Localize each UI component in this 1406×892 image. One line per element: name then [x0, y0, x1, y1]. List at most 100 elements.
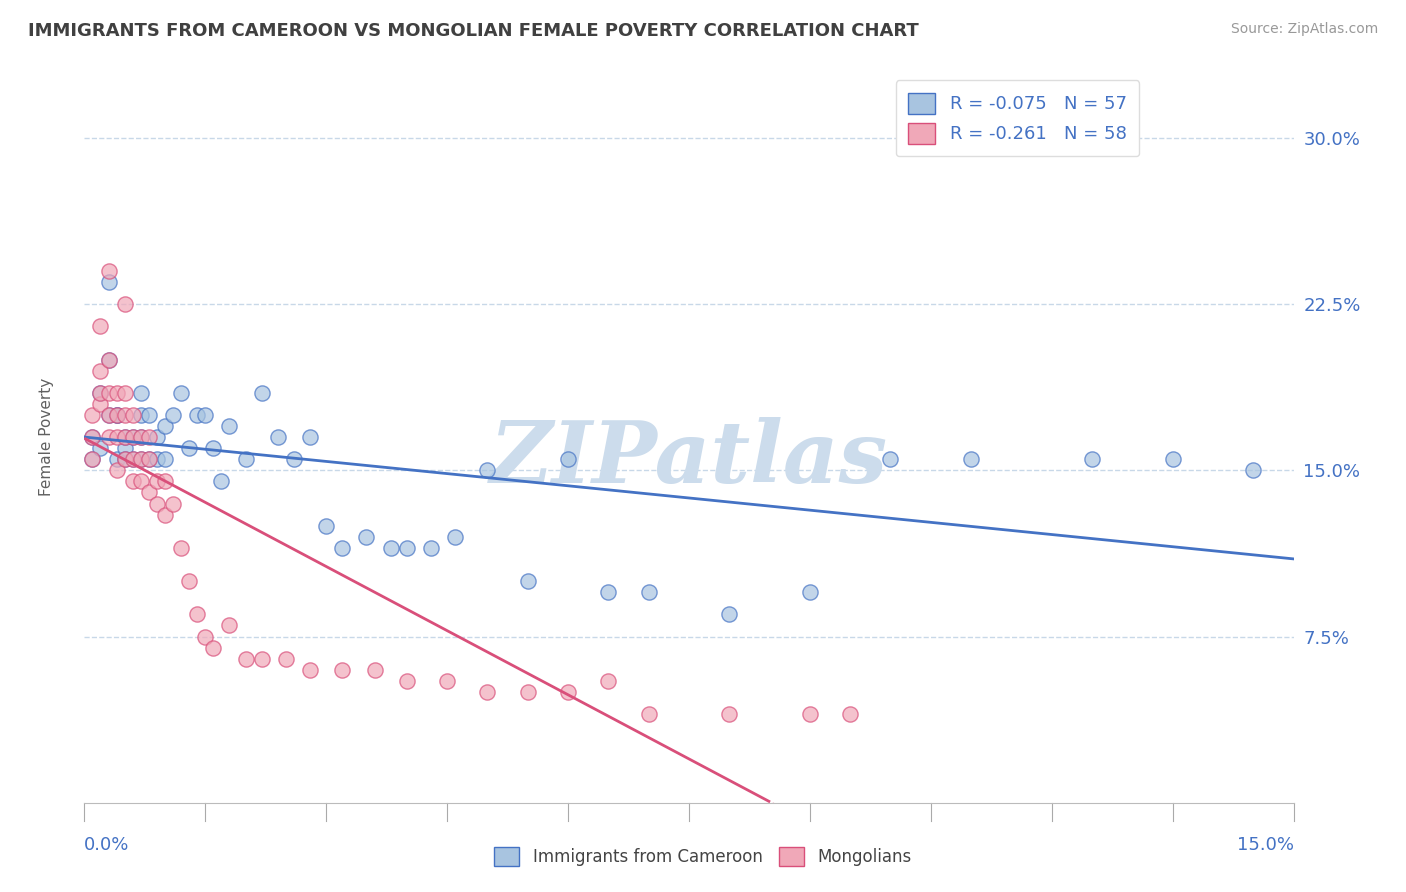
Point	[395, 673, 418, 688]
Point	[146, 430, 169, 444]
Point	[97, 408, 120, 422]
Point	[598, 673, 620, 688]
Point	[153, 508, 176, 522]
Point	[97, 408, 120, 422]
Point	[250, 651, 273, 665]
Point	[89, 385, 111, 400]
Point	[129, 430, 152, 444]
Point	[395, 541, 418, 555]
Point	[209, 475, 232, 489]
Point	[105, 452, 128, 467]
Point	[114, 408, 136, 422]
Point	[114, 430, 136, 444]
Text: ZIPatlas: ZIPatlas	[489, 417, 889, 500]
Point	[598, 585, 620, 599]
Point	[105, 408, 128, 422]
Point	[114, 297, 136, 311]
Point	[129, 475, 152, 489]
Point	[202, 441, 225, 455]
Point	[121, 475, 143, 489]
Point	[89, 397, 111, 411]
Point	[153, 475, 176, 489]
Point	[557, 685, 579, 699]
Point	[283, 452, 305, 467]
Point	[105, 408, 128, 422]
Point	[82, 430, 104, 444]
Point	[114, 385, 136, 400]
Text: IMMIGRANTS FROM CAMEROON VS MONGOLIAN FEMALE POVERTY CORRELATION CHART: IMMIGRANTS FROM CAMEROON VS MONGOLIAN FE…	[28, 22, 920, 40]
Point	[97, 352, 120, 367]
Point	[121, 430, 143, 444]
Text: Female Poverty: Female Poverty	[39, 378, 53, 496]
Point	[82, 430, 104, 444]
Point	[105, 463, 128, 477]
Text: 15.0%: 15.0%	[1236, 836, 1294, 854]
Point	[356, 530, 378, 544]
Point	[97, 352, 120, 367]
Point	[186, 607, 208, 622]
Point	[436, 673, 458, 688]
Point	[114, 430, 136, 444]
Point	[129, 452, 152, 467]
Point	[516, 685, 538, 699]
Point	[170, 385, 193, 400]
Point	[114, 452, 136, 467]
Point	[114, 452, 136, 467]
Point	[799, 707, 821, 722]
Point	[162, 408, 184, 422]
Point	[82, 452, 104, 467]
Point	[1241, 463, 1264, 477]
Point	[138, 452, 160, 467]
Point	[218, 618, 240, 632]
Point	[121, 430, 143, 444]
Point	[299, 430, 322, 444]
Point	[330, 663, 353, 677]
Point	[186, 408, 208, 422]
Point	[839, 707, 862, 722]
Text: Source: ZipAtlas.com: Source: ZipAtlas.com	[1230, 22, 1378, 37]
Point	[637, 707, 659, 722]
Point	[960, 452, 983, 467]
Point	[637, 585, 659, 599]
Point	[315, 518, 337, 533]
Point	[121, 452, 143, 467]
Point	[516, 574, 538, 589]
Point	[129, 430, 152, 444]
Point	[146, 475, 169, 489]
Legend: Immigrants from Cameroon, Mongolians: Immigrants from Cameroon, Mongolians	[486, 838, 920, 875]
Point	[879, 452, 901, 467]
Point	[299, 663, 322, 677]
Point	[179, 441, 201, 455]
Text: 0.0%: 0.0%	[84, 836, 129, 854]
Point	[363, 663, 385, 677]
Point	[235, 651, 257, 665]
Point	[267, 430, 290, 444]
Point	[89, 441, 111, 455]
Point	[330, 541, 353, 555]
Point	[477, 685, 499, 699]
Point	[194, 630, 217, 644]
Point	[444, 530, 467, 544]
Point	[477, 463, 499, 477]
Point	[105, 430, 128, 444]
Point	[1081, 452, 1104, 467]
Point	[235, 452, 257, 467]
Point	[129, 408, 152, 422]
Point	[380, 541, 402, 555]
Point	[89, 319, 111, 334]
Point	[274, 651, 297, 665]
Point	[202, 640, 225, 655]
Point	[146, 452, 169, 467]
Point	[138, 485, 160, 500]
Point	[420, 541, 443, 555]
Point	[105, 385, 128, 400]
Point	[153, 419, 176, 434]
Point	[718, 607, 741, 622]
Point	[89, 363, 111, 377]
Point	[250, 385, 273, 400]
Point	[1161, 452, 1184, 467]
Point	[718, 707, 741, 722]
Point	[179, 574, 201, 589]
Point	[162, 497, 184, 511]
Point	[194, 408, 217, 422]
